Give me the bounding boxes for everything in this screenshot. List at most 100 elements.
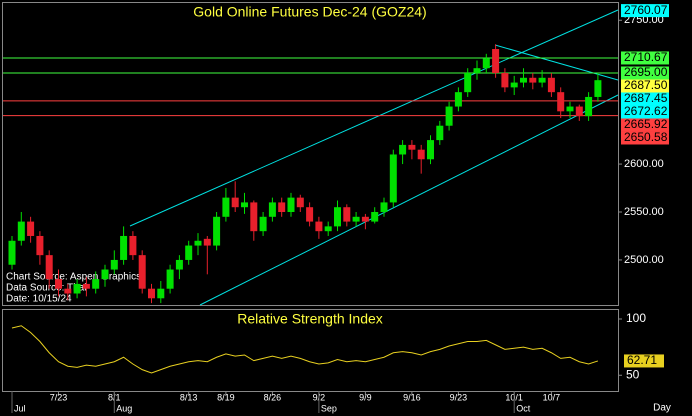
candle-body [324, 226, 332, 232]
candle-body [231, 197, 239, 208]
price-tag-label: 2695.00 [624, 65, 668, 79]
y-tick-label: 2750.00 [624, 14, 664, 26]
price-tag-label: 2710.67 [624, 50, 668, 64]
candle-body [482, 58, 490, 69]
candle-body [473, 68, 481, 73]
candle-body [55, 279, 62, 289]
candle-body [287, 197, 295, 213]
candle-body [547, 77, 555, 93]
y-tick-label: 2550.00 [624, 206, 664, 218]
candle-body [594, 80, 602, 97]
candle-body [194, 240, 202, 246]
candle-body [259, 216, 267, 232]
x-tick-label: 9/16 [403, 392, 421, 402]
price-panel [2, 2, 619, 306]
rsi-tick-label: 100 [626, 311, 646, 325]
candle-body [306, 207, 314, 222]
month-label: Jul [14, 403, 26, 413]
candle-body [17, 221, 25, 241]
candle-body [185, 245, 193, 260]
x-axis-label: Day [653, 403, 671, 414]
candle-body [436, 125, 444, 141]
price-tag [621, 4, 669, 18]
candle-body [203, 238, 211, 246]
candle-body [268, 202, 276, 217]
price-tag [621, 51, 669, 65]
candle-body [343, 207, 351, 222]
price-tag-label: 2687.45 [624, 91, 668, 105]
candle-body [213, 216, 221, 246]
month-label: Aug [116, 403, 132, 413]
candle-body [380, 202, 388, 213]
candle-body [371, 212, 379, 222]
candle-body [175, 259, 183, 270]
x-tick-label: 10/7 [543, 392, 561, 402]
candle-body [92, 279, 100, 289]
candle-body [250, 202, 258, 232]
price-tag-label: 2760.07 [624, 3, 668, 17]
candle-body [529, 77, 537, 83]
rsi-tag-label: 62.71 [627, 353, 657, 367]
rsi-panel [2, 309, 619, 392]
price-tag [621, 131, 669, 145]
candle-body [417, 149, 425, 160]
candle-body [557, 92, 565, 112]
x-tick-label: 9/9 [359, 392, 372, 402]
candle-body [8, 240, 16, 265]
candle-body [520, 77, 527, 83]
month-label: Oct [516, 403, 531, 413]
candle-body [36, 235, 44, 256]
y-tick-label: 2500.00 [624, 254, 664, 266]
price-tag-label: 2665.92 [624, 117, 668, 131]
price-tag [621, 118, 669, 132]
candle-body [148, 288, 155, 299]
candle-body [361, 216, 369, 222]
candle-body [538, 77, 546, 83]
candle-body [389, 154, 397, 203]
candle-body [464, 72, 472, 93]
candle-body [408, 144, 416, 150]
note: Chart Source: Aspen Graphics [6, 272, 141, 283]
price-tag [621, 105, 669, 119]
rsi-tag [624, 354, 664, 368]
price-tag [621, 92, 669, 106]
candle-body [352, 216, 360, 222]
month-label: Sep [321, 403, 337, 413]
candle-body [454, 92, 462, 107]
note: Date: 10/15/24 [6, 294, 72, 305]
candle-body [101, 269, 109, 280]
candle-body [129, 235, 137, 256]
price-tag [621, 66, 669, 80]
candle-body [73, 283, 81, 294]
candle-body [575, 106, 583, 117]
x-tick-label: 7/23 [50, 392, 68, 402]
price-tag-label: 2687.50 [624, 78, 668, 92]
candle-body [566, 106, 574, 112]
candle-body [45, 255, 53, 280]
x-tick-label: 9/23 [450, 392, 468, 402]
candle-body [296, 197, 304, 208]
y-tick-label: 2600.00 [624, 158, 664, 170]
candle-body [222, 197, 230, 217]
candle-body [427, 140, 434, 160]
candle-body [64, 288, 72, 294]
chart-title: Gold Online Futures Dec-24 (GOZ24) [193, 4, 426, 20]
channel-lower [199, 94, 619, 306]
price-tag [621, 79, 669, 93]
candle-body [510, 82, 518, 88]
candle-body [27, 221, 35, 236]
candle-body [166, 269, 174, 289]
candle-body [241, 202, 248, 208]
candle-body [501, 72, 509, 88]
candle-body [492, 49, 500, 73]
candle-body [399, 144, 407, 155]
candle-body [315, 221, 323, 232]
price-tag-label: 2672.62 [624, 104, 668, 118]
candle-body [334, 207, 341, 227]
candle-body [120, 235, 128, 260]
price-tag-label: 2650.58 [624, 130, 668, 144]
candle-body [110, 259, 118, 270]
rsi-line [11, 325, 599, 374]
candle-body [278, 202, 286, 213]
